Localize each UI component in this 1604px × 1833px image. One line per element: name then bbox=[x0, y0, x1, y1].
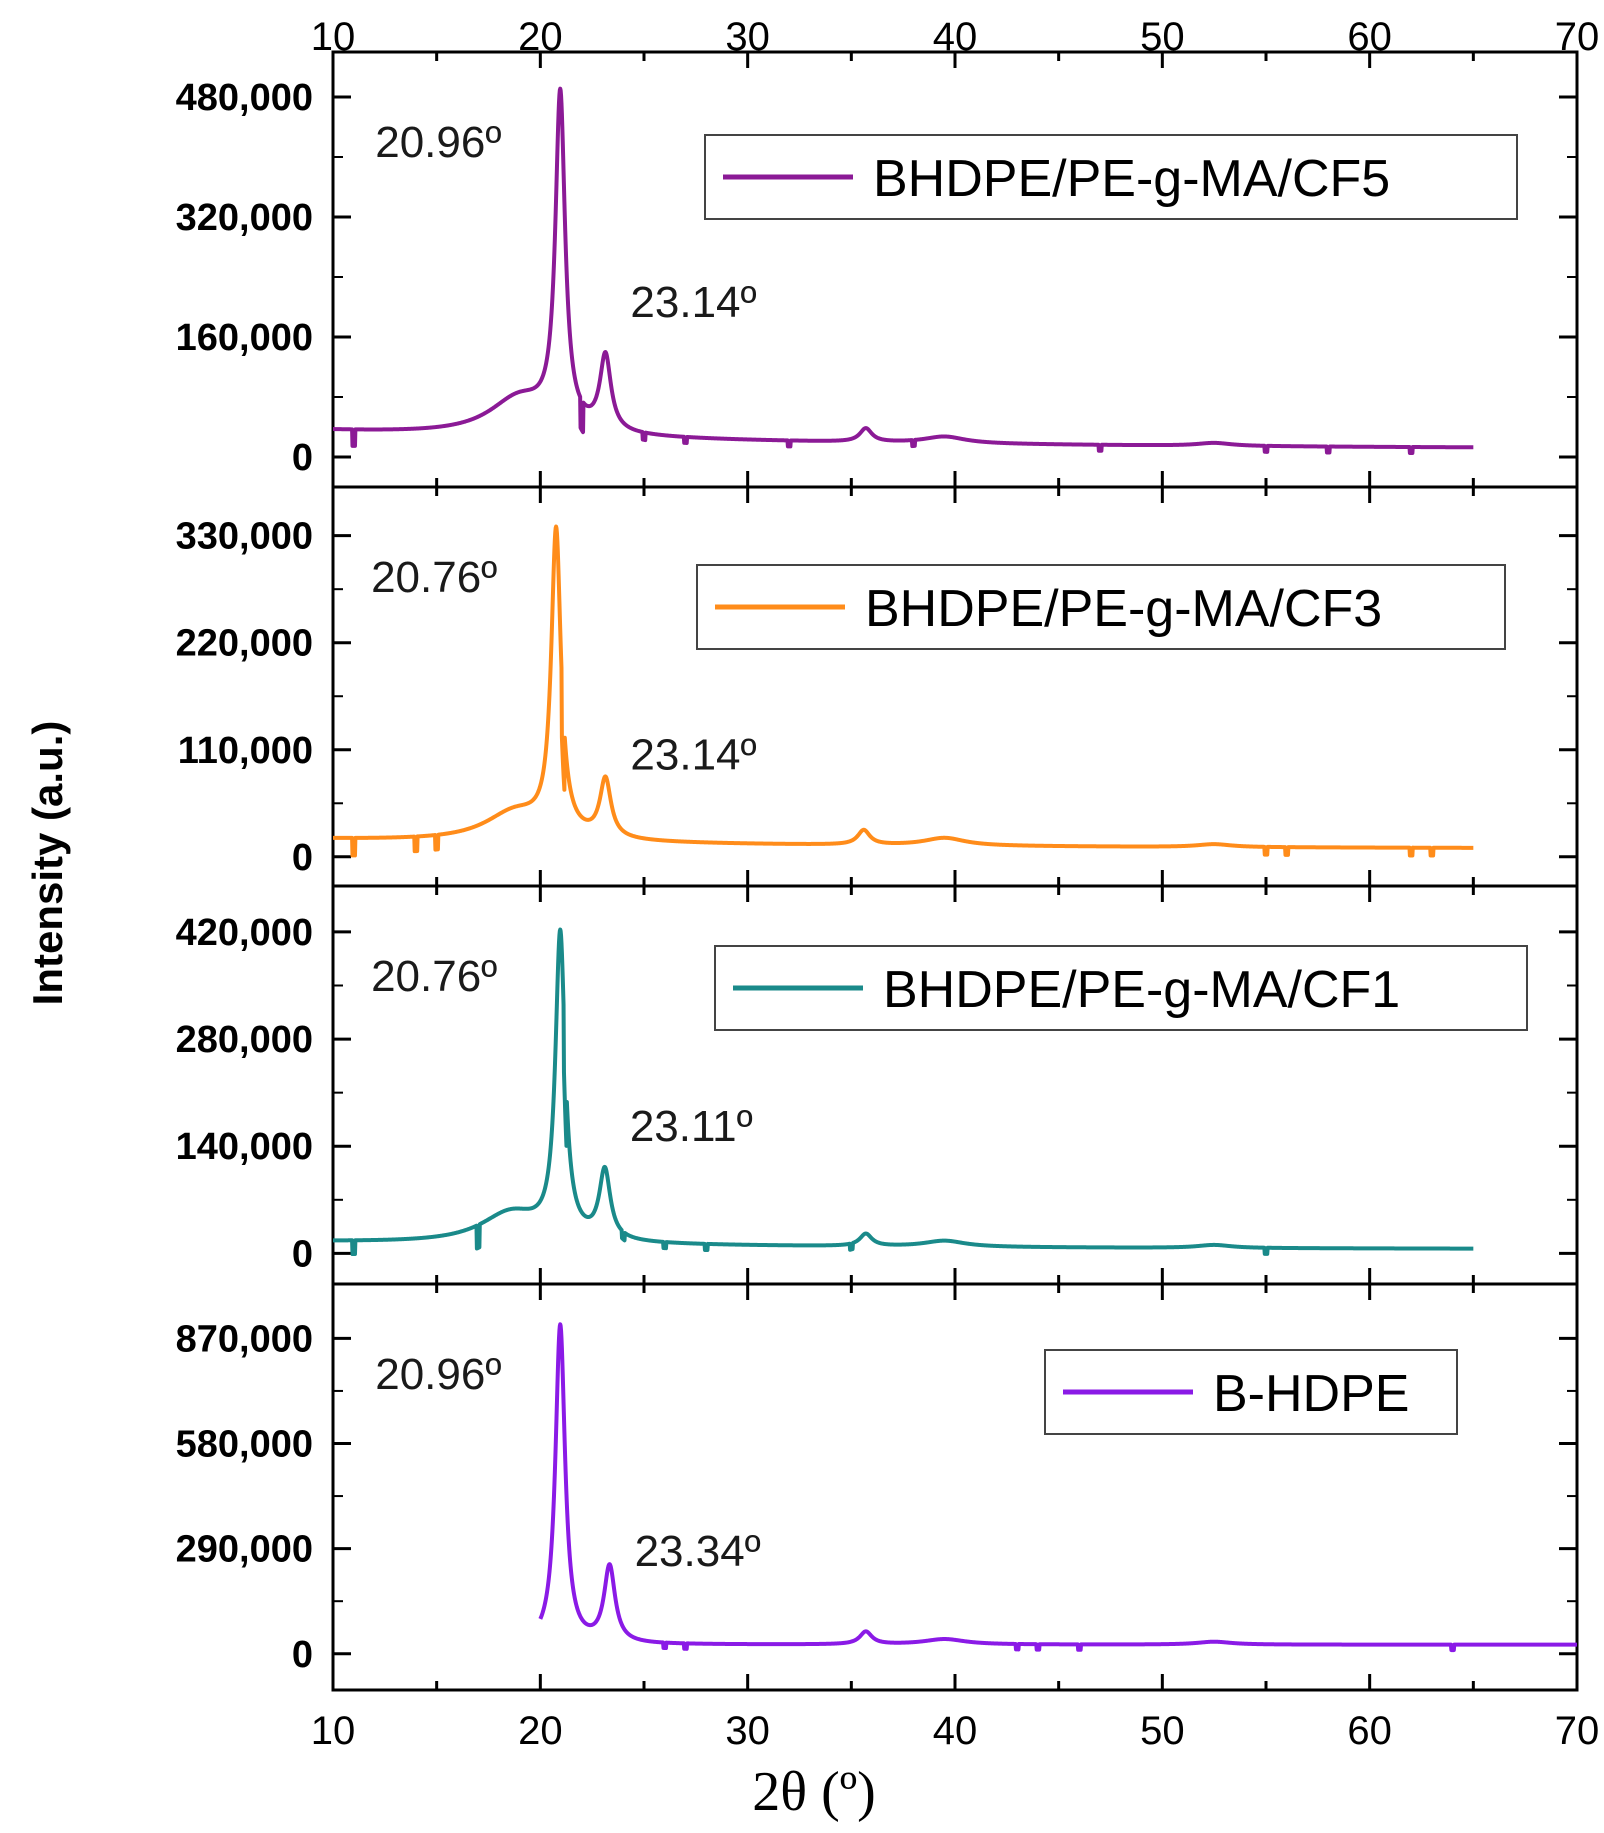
x-tick-label-top: 70 bbox=[1555, 15, 1600, 59]
y-tick-label: 110,000 bbox=[178, 730, 313, 772]
series-line bbox=[538, 1322, 1579, 1653]
y-tick-label: 160,000 bbox=[176, 317, 313, 359]
y-tick-label: 290,000 bbox=[176, 1529, 313, 1571]
y-tick-label: 580,000 bbox=[176, 1424, 313, 1466]
y-tick-label: 0 bbox=[292, 837, 313, 879]
legend-label: BHDPE/PE-g-MA/CF5 bbox=[873, 150, 1390, 208]
x-tick-label-bottom: 20 bbox=[518, 1709, 563, 1753]
legend-label: B-HDPE bbox=[1213, 1365, 1409, 1423]
legend: BHDPE/PE-g-MA/CF3 bbox=[696, 564, 1506, 650]
peak-annotation: 23.34º bbox=[635, 1527, 761, 1576]
peak-annotation: 20.96º bbox=[375, 1350, 501, 1399]
peak-annotation: 23.11º bbox=[630, 1102, 753, 1151]
bottom-x-axis: 10 20 30 40 50 60 70 bbox=[311, 1709, 1600, 1753]
series-line bbox=[331, 524, 1475, 858]
x-tick-label-top: 50 bbox=[1140, 15, 1185, 59]
panel-3: 0 140,000 280,000 420,000 20.76º 23.11º BHDPE/… bbox=[176, 884, 1579, 1286]
x-tick-label-bottom: 30 bbox=[725, 1709, 770, 1753]
x-tick-label-bottom: 40 bbox=[933, 1709, 978, 1753]
y-tick-label: 140,000 bbox=[176, 1126, 313, 1168]
panel-frame bbox=[331, 1282, 1579, 1692]
y-tick-label: 0 bbox=[292, 1233, 313, 1275]
x-tick-label-top: 30 bbox=[725, 15, 770, 59]
x-tick-label-bottom: 60 bbox=[1347, 1709, 1392, 1753]
x-tick-label-bottom: 50 bbox=[1140, 1709, 1185, 1753]
y-tick-label: 0 bbox=[292, 437, 313, 479]
series-line bbox=[331, 86, 1475, 456]
x-tick-label-top: 40 bbox=[933, 15, 978, 59]
y-tick-label: 330,000 bbox=[176, 516, 313, 558]
y-tick-label: 220,000 bbox=[176, 623, 313, 665]
legend: BHDPE/PE-g-MA/CF5 bbox=[704, 134, 1518, 220]
peak-annotation: 23.14º bbox=[630, 278, 756, 327]
panel-2: 0 110,000 220,000 330,000 20.76º 23.14º BHDPE/… bbox=[176, 485, 1579, 888]
legend: BHDPE/PE-g-MA/CF1 bbox=[714, 945, 1528, 1031]
peak-annotation: 20.76º bbox=[371, 952, 497, 1001]
x-tick-label-bottom: 10 bbox=[311, 1709, 356, 1753]
series-line bbox=[331, 927, 1475, 1257]
x-tick-label-top: 60 bbox=[1347, 15, 1392, 59]
top-x-axis: 10 20 30 40 50 60 70 bbox=[311, 15, 1600, 59]
legend: B-HDPE bbox=[1044, 1349, 1458, 1435]
x-tick-label-bottom: 70 bbox=[1555, 1709, 1600, 1753]
panel-frame bbox=[331, 50, 1579, 489]
legend-box bbox=[704, 134, 1518, 220]
panel-4: 0 290,000 580,000 870,000 20.96º 23.34º B-HDPE bbox=[176, 1282, 1579, 1692]
panel-1: 0 160,000 320,000 480,000 20.96º 23.14º BHDPE/… bbox=[176, 50, 1579, 489]
x-tick-label-top: 10 bbox=[311, 15, 356, 59]
peak-annotation: 20.76º bbox=[371, 553, 497, 602]
y-tick-label: 280,000 bbox=[176, 1019, 313, 1061]
y-tick-label: 420,000 bbox=[176, 912, 313, 954]
panels-group: 0 160,000 320,000 480,000 20.96º 23.14º BHDPE/… bbox=[176, 50, 1579, 1692]
y-axis-label: Intensity (a.u.) bbox=[24, 721, 71, 1006]
y-tick-label: 320,000 bbox=[176, 197, 313, 239]
x-axis-label: 2θ (º) bbox=[752, 1761, 875, 1823]
x-tick-label-top: 20 bbox=[518, 15, 563, 59]
y-tick-label: 0 bbox=[292, 1634, 313, 1676]
y-tick-label: 480,000 bbox=[176, 77, 313, 119]
panel-frame bbox=[331, 485, 1579, 888]
peak-annotation: 20.96º bbox=[375, 118, 501, 167]
peak-annotation: 23.14º bbox=[630, 730, 756, 779]
legend-label: BHDPE/PE-g-MA/CF1 bbox=[883, 961, 1400, 1019]
legend-label: BHDPE/PE-g-MA/CF3 bbox=[865, 580, 1382, 638]
y-tick-label: 870,000 bbox=[176, 1318, 313, 1360]
